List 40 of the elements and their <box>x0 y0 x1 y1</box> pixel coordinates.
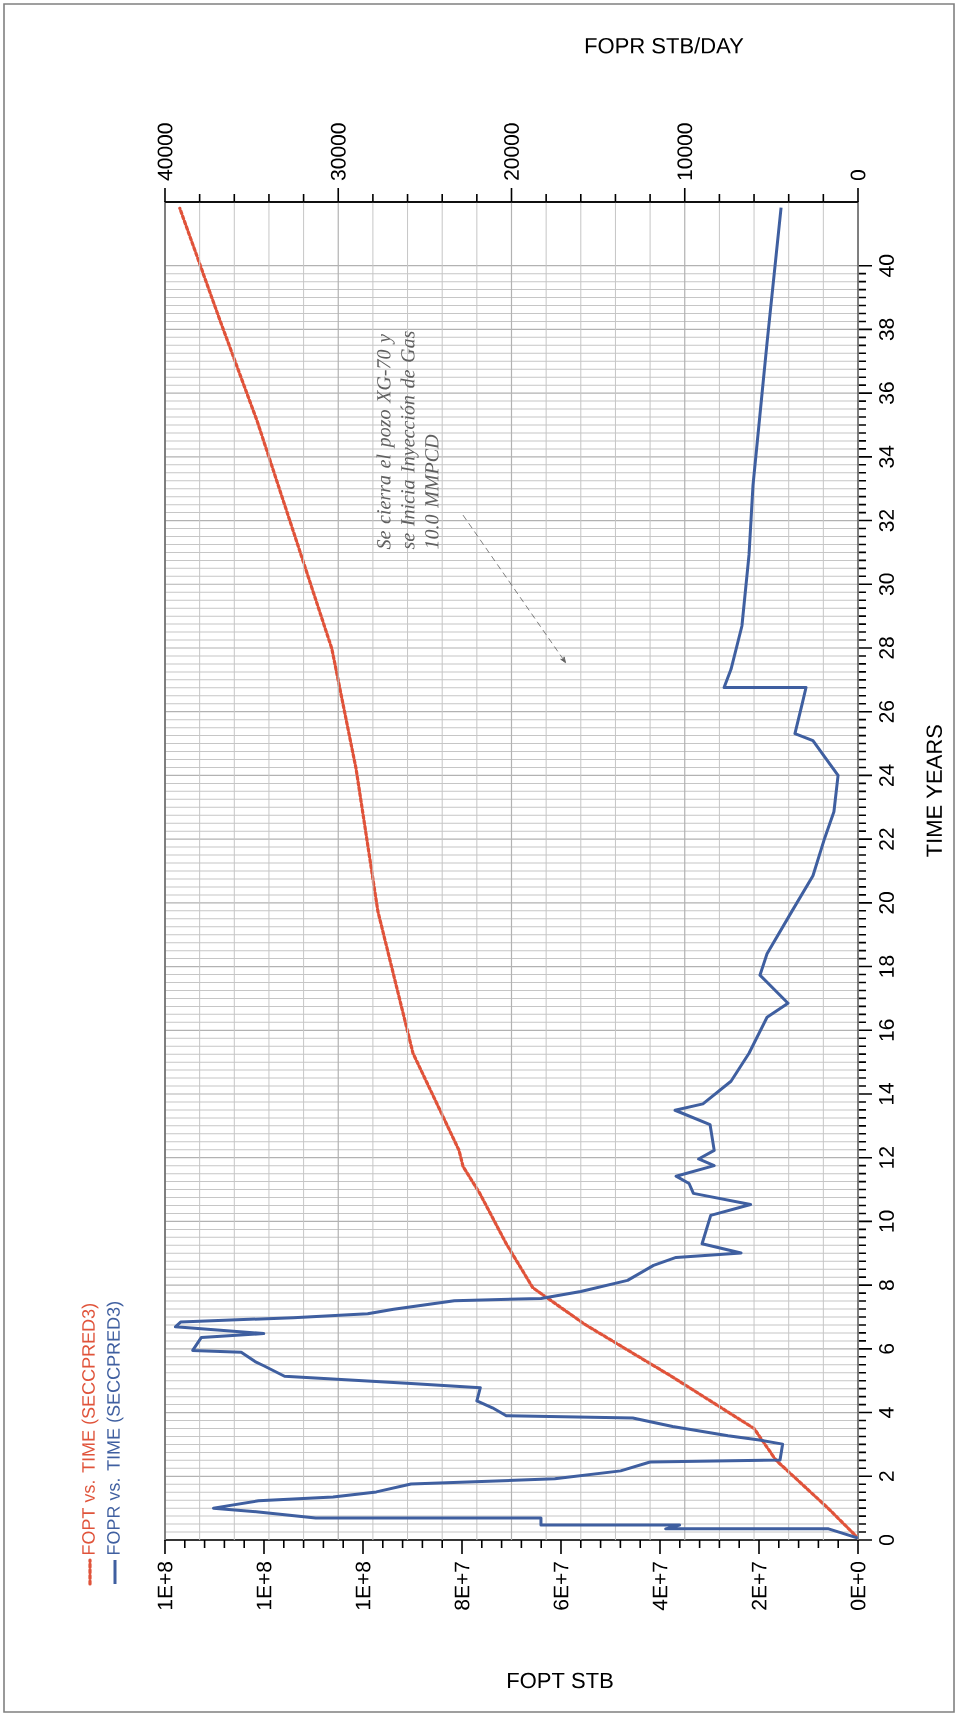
text: FOPT vs. TIME (SECCPRED3) <box>81 1304 99 1555</box>
x-tick-label: 1E+8 <box>355 1561 371 1610</box>
y-tick-label: 36 <box>879 382 894 405</box>
y-tick-label: 24 <box>879 764 894 787</box>
y-tick-label: 38 <box>879 318 894 341</box>
x2-tick-label: 40000 <box>157 123 173 181</box>
y-tick-label: 2 <box>879 1471 894 1482</box>
x2-axis-title: FOPR STB/DAY <box>585 37 744 54</box>
x-tick-label: 6E+7 <box>553 1562 569 1610</box>
x-axis-title: FOPT STB <box>508 1672 613 1689</box>
x2-tick-label: 10000 <box>677 123 693 180</box>
y-tick-label: 22 <box>879 828 894 850</box>
x-tick-label: 1E+8 <box>157 1561 173 1610</box>
y-tick-label: 18 <box>879 955 894 977</box>
x-tick-label: 8E+7 <box>454 1562 470 1610</box>
y-tick-label: 30 <box>879 573 894 596</box>
x2-tick-label: 0 <box>850 170 866 181</box>
y-tick-label: 26 <box>879 700 894 723</box>
y-tick-label: 34 <box>879 445 894 468</box>
y-tick-label: 8 <box>879 1280 894 1291</box>
y-tick-label: 16 <box>879 1019 894 1041</box>
y-tick-label: 10 <box>879 1210 894 1232</box>
y-tick-label: 40 <box>879 254 894 277</box>
y-tick-label: 28 <box>879 637 894 659</box>
x-tick-label: 2E+7 <box>751 1562 767 1610</box>
text: FOPR vs. TIME (SECCPRED3) <box>106 1302 124 1555</box>
y-axis-title: TIME YEARS <box>926 725 943 857</box>
x-tick-label: 1E+8 <box>256 1561 272 1610</box>
y-tick-label: 20 <box>879 892 894 914</box>
x2-tick-label: 30000 <box>330 123 346 181</box>
y-tick-label: 12 <box>879 1147 894 1168</box>
x-tick-label: 4E+7 <box>652 1562 668 1611</box>
y-tick-label: 4 <box>879 1407 894 1418</box>
annotation: Se cierra el pozo XG-70 y se Inicia Inyección de Gas 10.0 MMPCD <box>376 331 439 550</box>
y-tick-label: 14 <box>879 1082 894 1105</box>
x-tick-label: 0E+0 <box>850 1561 866 1610</box>
y-tick-label: 6 <box>879 1343 894 1354</box>
y-tick-label: 32 <box>879 509 894 532</box>
y-tick-label: 0 <box>879 1534 894 1546</box>
x2-tick-label: 20000 <box>504 123 519 180</box>
